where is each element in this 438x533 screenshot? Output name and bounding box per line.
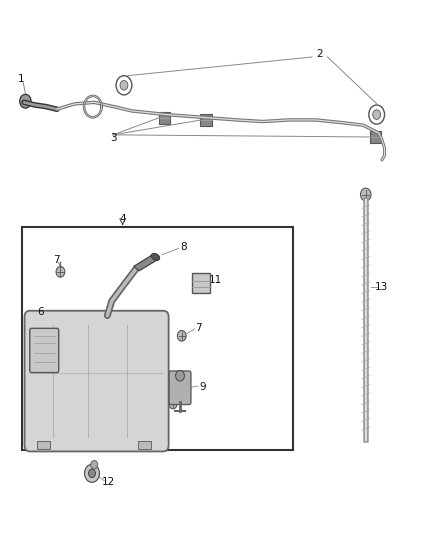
Circle shape <box>360 188 371 201</box>
Circle shape <box>176 370 184 381</box>
Text: 12: 12 <box>102 478 115 487</box>
Text: 11: 11 <box>209 275 222 285</box>
Text: 7: 7 <box>53 255 60 264</box>
Circle shape <box>169 399 177 409</box>
Text: 4: 4 <box>119 214 126 223</box>
Ellipse shape <box>151 253 160 261</box>
Text: 10: 10 <box>177 396 190 406</box>
Circle shape <box>85 464 99 482</box>
Text: 1: 1 <box>18 74 25 84</box>
Bar <box>37 441 50 449</box>
Circle shape <box>120 80 128 90</box>
Circle shape <box>177 330 186 341</box>
Circle shape <box>373 110 381 119</box>
Circle shape <box>88 469 95 478</box>
FancyBboxPatch shape <box>169 371 191 405</box>
Bar <box>200 114 212 126</box>
FancyBboxPatch shape <box>30 328 59 373</box>
Circle shape <box>56 266 65 277</box>
Text: 6: 6 <box>37 307 44 317</box>
Bar <box>22 227 293 450</box>
Bar <box>159 112 170 124</box>
Polygon shape <box>134 255 159 271</box>
Text: 9: 9 <box>199 382 206 392</box>
Circle shape <box>91 461 98 469</box>
Bar <box>138 441 151 449</box>
Bar <box>192 273 210 293</box>
Bar <box>370 131 381 143</box>
Text: 3: 3 <box>110 133 117 142</box>
Text: 13: 13 <box>375 282 389 292</box>
Circle shape <box>20 94 31 108</box>
Text: 7: 7 <box>195 323 202 333</box>
Text: 8: 8 <box>180 242 187 252</box>
Text: 2: 2 <box>316 50 323 59</box>
FancyBboxPatch shape <box>25 311 169 451</box>
